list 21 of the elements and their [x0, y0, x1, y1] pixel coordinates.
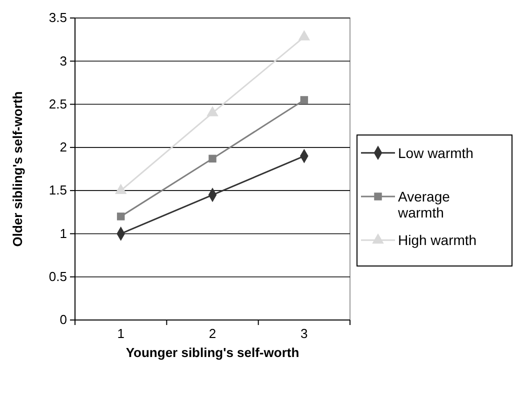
y-tick-label: 3: [60, 53, 67, 68]
legend-label: Low warmth: [398, 144, 474, 161]
point: [116, 212, 125, 220]
x-tick-label: 2: [208, 326, 216, 342]
y-tick-label: 1.5: [48, 182, 67, 198]
y-tick-label: 1: [60, 226, 67, 241]
x-axis-title: Younger sibling's self-worth: [126, 345, 300, 360]
point: [298, 30, 310, 40]
point: [208, 154, 216, 163]
legend-label: Average warmth: [397, 188, 450, 221]
y-tick-label: 2.5: [48, 96, 67, 112]
point: [206, 106, 218, 116]
legend-label: High warmth: [398, 232, 477, 248]
y-tick-label: 3.5: [48, 10, 67, 26]
y-axis-title: Older sibling's self-worth: [10, 91, 25, 247]
point: [300, 96, 308, 104]
y-tick-label: 0.5: [48, 269, 67, 284]
y-tick-label: 2: [60, 140, 67, 155]
x-tick-label: 3: [300, 326, 308, 342]
x-tick-label: 1: [117, 326, 124, 342]
y-tick-label: 0: [60, 312, 67, 328]
